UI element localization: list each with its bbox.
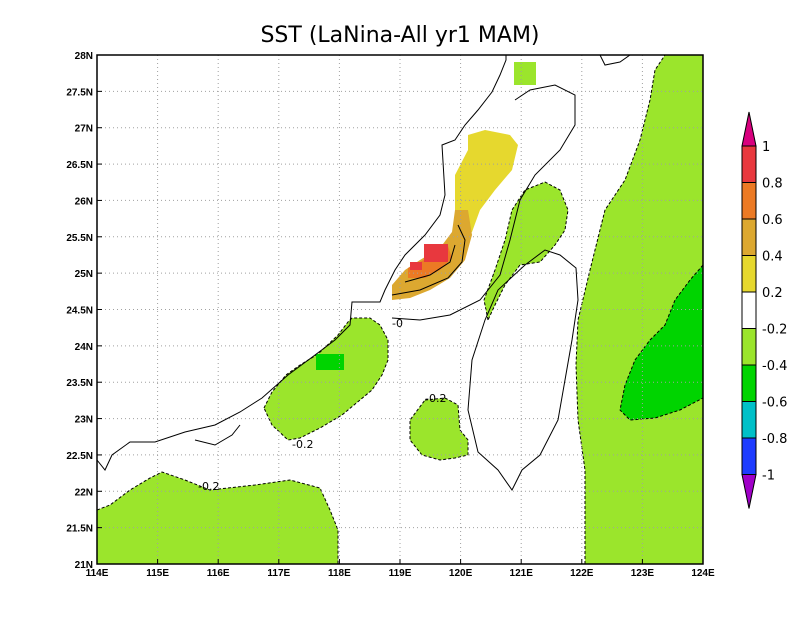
contour-small — [194, 424, 241, 446]
x-tick-label: 120E — [449, 568, 473, 579]
shaded-regions — [97, 55, 703, 564]
green-mid-square — [316, 354, 344, 370]
colorbar-label: -1 — [762, 469, 775, 484]
contour-label-sw: -0.2 — [198, 480, 219, 493]
y-tick-label: 25.5N — [66, 233, 93, 244]
colorbar-label: 0.6 — [762, 213, 783, 228]
contour-inner-1 — [391, 224, 466, 296]
green-region-strait — [483, 181, 569, 322]
y-tick-label: 23N — [75, 415, 93, 426]
y-tick-label: 21N — [75, 560, 93, 571]
colorbar-box — [741, 437, 757, 475]
colorbar-box — [741, 218, 757, 256]
colorbar-top-arrow — [741, 111, 757, 147]
contour-label-islet: -0.2 — [425, 392, 446, 405]
colorbar-box — [741, 255, 757, 293]
colorbar-label: -0.8 — [762, 432, 787, 447]
colorbar-label: 1 — [762, 140, 770, 155]
gridlines — [97, 55, 703, 564]
y-tick-label: 23.5N — [66, 378, 93, 389]
colorbar-label: 0.2 — [762, 286, 783, 301]
y-tick-label: 24N — [75, 342, 93, 353]
contour-labels: -0.2 -0.2 -0.2 -0 — [198, 317, 446, 493]
x-tick-label: 114E — [86, 568, 109, 579]
y-tick-label: 26N — [75, 196, 93, 207]
mainland-coast — [97, 55, 507, 471]
x-tick-label: 118E — [328, 568, 351, 579]
colorbar: 1 0.8 0.6 0.4 0.2 -0.2 -0.4 -0.6 -0.8 -1 — [741, 111, 787, 509]
y-axis-ticks: 21N 21.5N 22N 22.5N 23N 23.5N 24N 24.5N 25N 25.5N… — [66, 51, 102, 571]
y-tick-label: 24.5N — [66, 306, 93, 317]
x-tick-label: 116E — [207, 568, 230, 579]
colorbar-label: 0.8 — [762, 177, 783, 192]
red-region-small — [410, 262, 422, 270]
colorbar-label: 0.4 — [762, 250, 783, 265]
colorbar-label: -0.6 — [762, 396, 787, 411]
colorbar-label: -0.4 — [762, 359, 787, 374]
x-axis-ticks: 114E 115E 116E 117E 118E 119E 120E 121E 122E 123E… — [86, 559, 715, 579]
x-tick-label: 117E — [267, 568, 290, 579]
green-region-east — [575, 55, 703, 564]
green-region-islet — [409, 397, 469, 461]
colorbar-box — [741, 401, 757, 439]
colorbar-label: -0.2 — [762, 323, 787, 338]
red-region — [424, 244, 448, 262]
yellow-region — [455, 130, 518, 245]
x-tick-label: 124E — [691, 568, 715, 579]
x-tick-label: 123E — [631, 568, 655, 579]
x-tick-label: 122E — [570, 568, 594, 579]
x-tick-label: 115E — [146, 568, 169, 579]
colorbar-box — [741, 145, 757, 183]
colorbar-box — [741, 328, 757, 366]
taiwan-coast — [467, 249, 579, 491]
map-area: -0.2 -0.2 -0.2 -0 — [97, 55, 703, 564]
y-tick-label: 22N — [75, 487, 93, 498]
y-tick-label: 25N — [75, 269, 93, 280]
x-tick-label: 119E — [389, 568, 412, 579]
y-tick-label: 22.5N — [66, 451, 93, 462]
green-region-coast — [263, 317, 389, 441]
contour-label-zero: -0 — [392, 317, 403, 330]
contour-inner-2 — [404, 244, 456, 283]
green-region-north — [514, 62, 536, 85]
contour-zero — [391, 84, 576, 321]
y-tick-label: 28N — [75, 51, 93, 62]
contour-label-coast: -0.2 — [292, 438, 313, 451]
y-tick-label: 27N — [75, 124, 93, 135]
colorbar-box — [741, 182, 757, 220]
colorbar-bottom-arrow — [741, 474, 757, 509]
x-tick-label: 121E — [510, 568, 534, 579]
map-title: SST (LaNina-All yr1 MAM) — [260, 23, 539, 48]
green-mid-region — [619, 264, 703, 421]
y-tick-label: 21.5N — [66, 524, 93, 535]
y-tick-label: 27.5N — [66, 87, 93, 98]
y-tick-label: 26.5N — [66, 160, 93, 171]
colorbar-box — [741, 364, 757, 402]
colorbar-box — [741, 291, 757, 329]
northeast-coast — [599, 55, 631, 66]
coastlines — [97, 55, 631, 491]
